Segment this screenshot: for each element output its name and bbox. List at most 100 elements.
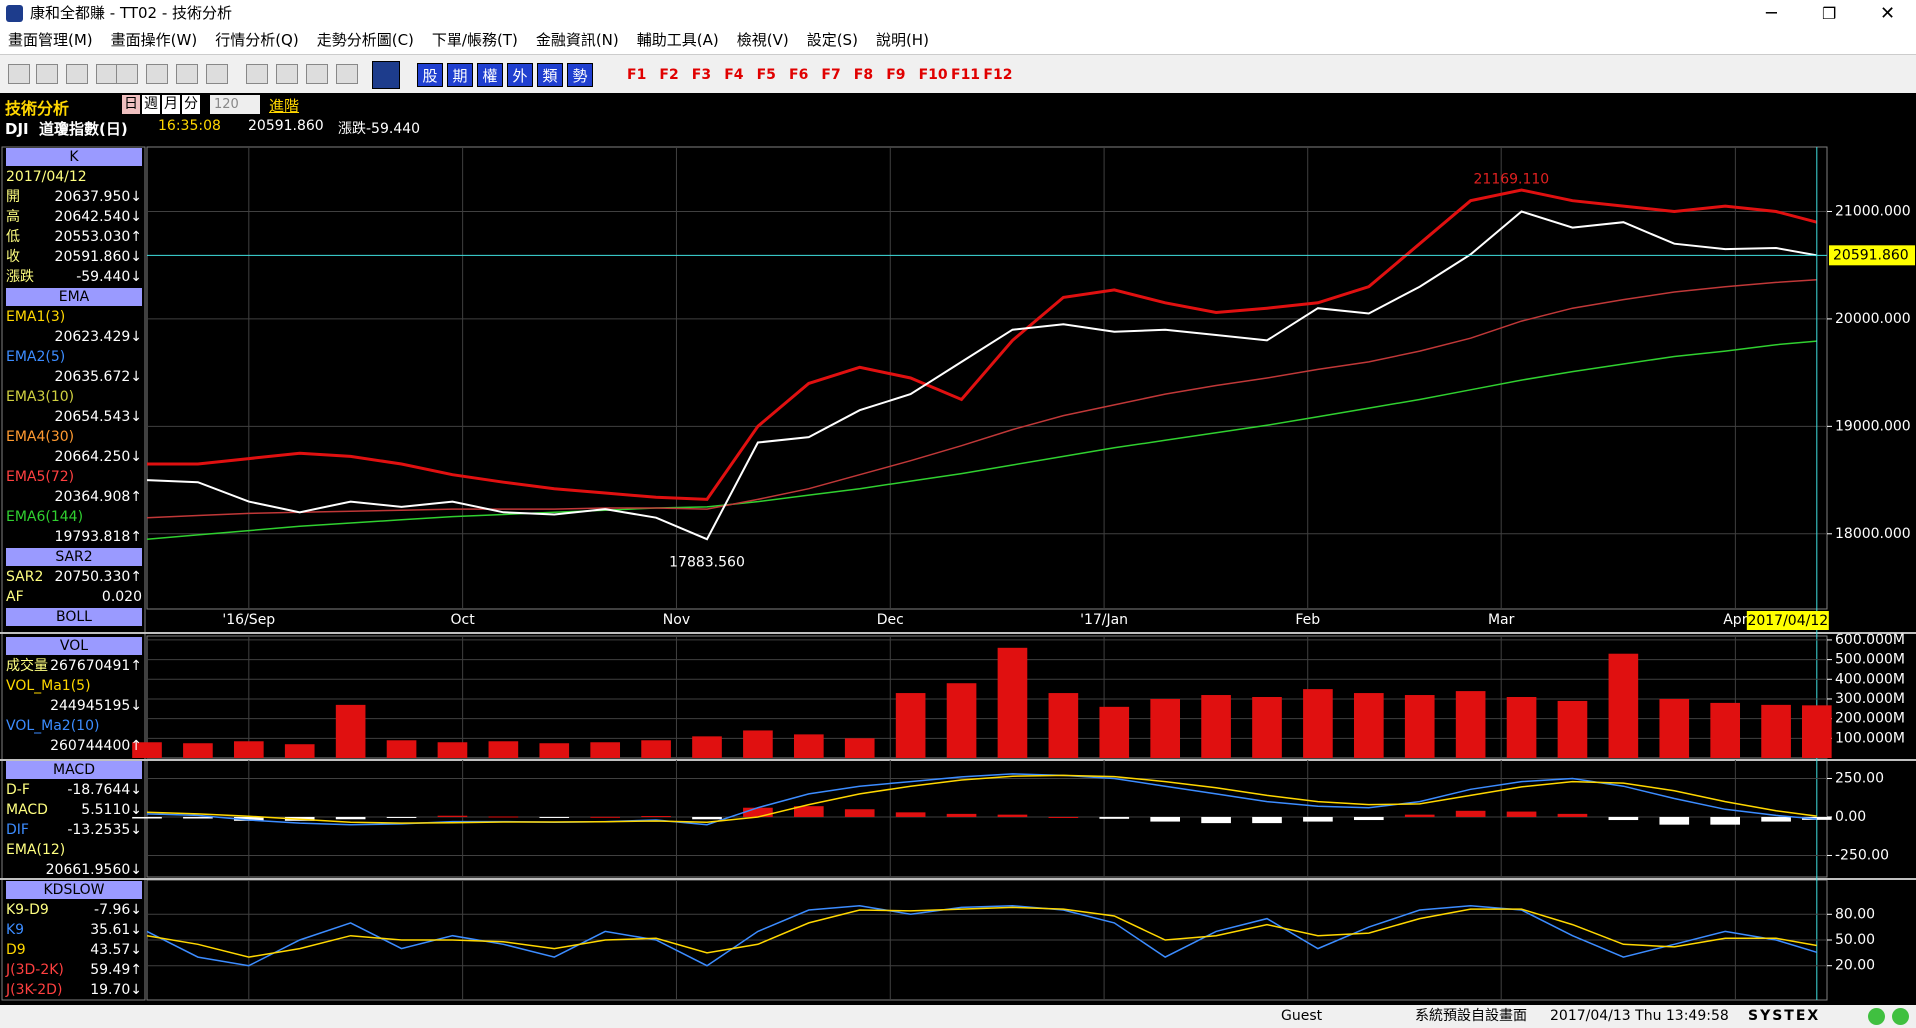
status-light <box>1868 1008 1885 1025</box>
period-tab[interactable]: 月 <box>162 95 180 114</box>
side-value: -7.96↓ <box>94 902 142 918</box>
bar <box>437 742 468 758</box>
minimize-button[interactable]: ─ <box>1766 3 1777 24</box>
side-value: 267670491↑ <box>50 658 142 674</box>
menu-bar: 畫面管理(M) 畫面操作(W) 行情分析(Q) 走勢分析圖(C) 下單/帳務(T) 金融資… <box>0 27 1916 54</box>
status-bar: Guest 系統預設自設畫面 2017/04/13 Thu 13:49:58 S… <box>0 1005 1916 1028</box>
function-key[interactable]: F11 <box>951 67 981 83</box>
chart-background <box>0 93 1916 1005</box>
tool-icon[interactable] <box>336 64 358 84</box>
function-key[interactable]: F2 <box>659 67 679 83</box>
bar <box>1353 816 1384 821</box>
count-select[interactable]: 120 <box>210 95 260 114</box>
bar <box>1303 689 1333 758</box>
menu-item[interactable]: 檢視(V) <box>736 31 789 49</box>
side-header-title: EMA <box>59 289 90 305</box>
bar <box>437 815 468 817</box>
menu-item[interactable]: 走勢分析圖(C) <box>316 31 414 49</box>
side-value: 20661.9560↓ <box>46 862 142 878</box>
menu-item[interactable]: 畫面操作(W) <box>110 31 198 49</box>
function-key[interactable]: F9 <box>886 67 906 83</box>
side-label: 成交量 <box>6 657 48 674</box>
menu-item[interactable]: 設定(S) <box>806 31 858 49</box>
side-value: 260744400↑ <box>50 738 142 754</box>
tool-icon[interactable] <box>96 64 118 84</box>
menu-item[interactable]: 行情分析(Q) <box>215 31 299 49</box>
side-header-title: SAR2 <box>55 549 92 565</box>
bar <box>1303 816 1333 822</box>
function-key[interactable]: F7 <box>821 67 841 83</box>
symbol: DJI 道瓊指數(日) <box>5 120 128 138</box>
period-tab[interactable]: 週 <box>142 95 160 114</box>
cursor-date: 2017/04/12 <box>1747 613 1828 629</box>
menu-item[interactable]: 說明(H) <box>875 31 929 49</box>
y-tick-label: 19000.000 <box>1835 418 1911 434</box>
function-key[interactable]: F8 <box>853 67 874 83</box>
bar <box>132 742 162 758</box>
window-title: 康和全都賺 - TT02 - 技術分析 <box>30 4 233 22</box>
close-button[interactable]: ✕ <box>1880 3 1896 24</box>
function-key[interactable]: F4 <box>724 67 744 83</box>
bar <box>997 647 1028 758</box>
tool-icon[interactable] <box>176 64 198 84</box>
panel-frame <box>146 635 1828 759</box>
y-tick-label: 200.000M <box>1835 711 1905 727</box>
x-tick-label: Apr <box>1723 612 1747 628</box>
side-header <box>6 608 142 626</box>
tool-icon[interactable] <box>276 64 298 84</box>
function-key[interactable]: F12 <box>983 67 1013 83</box>
side-header <box>6 761 142 779</box>
advanced-link[interactable]: 進階 <box>269 97 300 115</box>
tool-icon[interactable] <box>306 64 328 84</box>
market-button[interactable]: 股 <box>417 63 443 87</box>
side-value: 244945195↓ <box>50 698 142 714</box>
side-value: 20642.540↓ <box>55 209 142 225</box>
market-button[interactable]: 勢 <box>567 63 593 87</box>
bar <box>1455 810 1486 817</box>
function-key[interactable]: F5 <box>756 67 776 83</box>
y-tick-label: 18000.000 <box>1835 526 1911 542</box>
bar <box>488 816 519 818</box>
side-value: -18.7644↓ <box>67 782 142 798</box>
bar <box>386 740 417 758</box>
side-label: VOL_Ma2(10) <box>6 718 99 734</box>
market-button[interactable]: 外 <box>507 63 533 87</box>
side-value: 20664.250↓ <box>55 449 142 465</box>
tool-icon[interactable] <box>246 64 268 84</box>
function-key[interactable]: F10 <box>918 67 948 83</box>
function-key[interactable]: F1 <box>627 67 647 83</box>
title-bar: 康和全都賺 - TT02 - 技術分析 ─ ❐ ✕ <box>0 0 1916 27</box>
menu-item[interactable]: 金融資訊(N) <box>535 31 619 49</box>
bar <box>692 736 722 758</box>
side-value: 20750.330↑ <box>55 569 142 585</box>
menu-item[interactable]: 下單/帳務(T) <box>431 31 518 49</box>
tool-icon[interactable] <box>66 64 88 84</box>
bar <box>1099 706 1130 758</box>
period-tab[interactable]: 分 <box>182 95 200 114</box>
y-tick-label: 300.000M <box>1835 691 1905 707</box>
tool-icon[interactable] <box>146 64 168 84</box>
menu-item[interactable]: 輔助工具(A) <box>636 31 719 49</box>
market-button[interactable]: 類 <box>537 63 563 87</box>
tool-icon[interactable] <box>8 64 30 84</box>
market-button[interactable]: 期 <box>447 63 473 87</box>
period-tab[interactable]: 日 <box>122 95 140 114</box>
cursor-date-box <box>1746 611 1829 630</box>
function-key[interactable]: F6 <box>789 67 809 83</box>
tool-icon[interactable] <box>36 64 58 84</box>
y-tick-label: 600.000M <box>1835 632 1905 648</box>
tool-icon[interactable] <box>206 64 228 84</box>
bar <box>1252 816 1282 824</box>
price-box <box>1829 245 1915 266</box>
logo-button[interactable] <box>372 61 400 89</box>
market-button[interactable]: 權 <box>477 63 503 87</box>
bar <box>590 816 621 818</box>
tool-icon[interactable] <box>116 64 138 84</box>
bar <box>1801 705 1832 758</box>
bar <box>539 743 570 758</box>
function-key[interactable]: F3 <box>691 67 712 83</box>
maximize-button[interactable]: ❐ <box>1822 4 1837 23</box>
menu-item[interactable]: 畫面管理(M) <box>8 31 93 49</box>
